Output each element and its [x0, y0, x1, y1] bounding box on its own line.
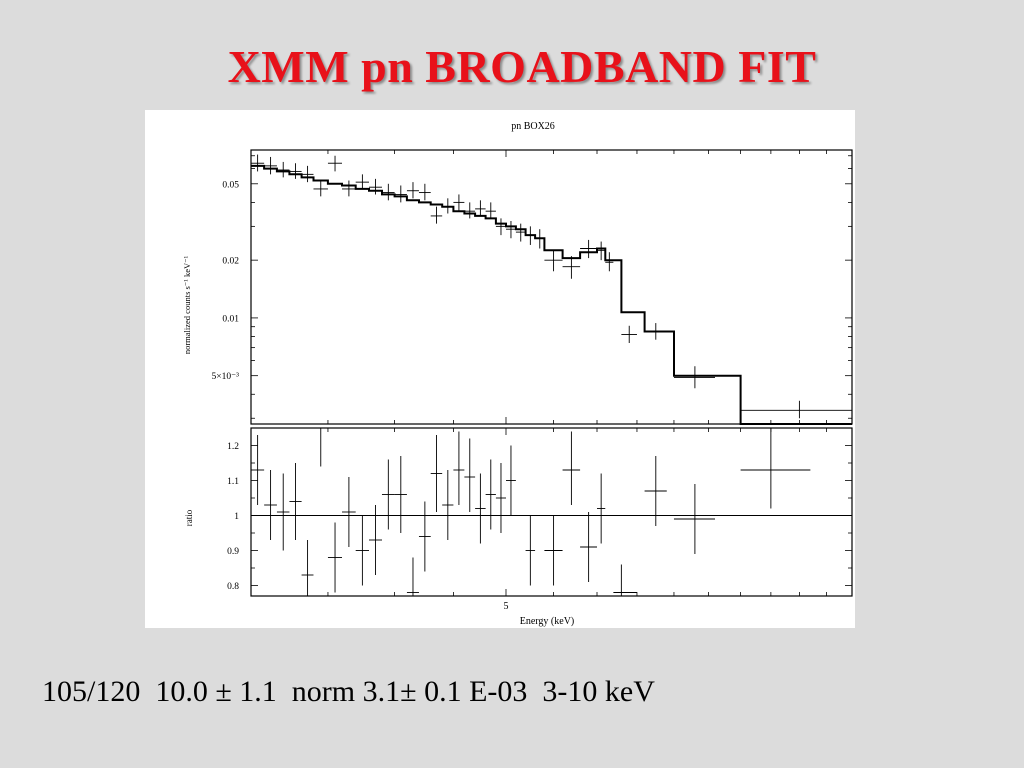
fit-caption: 105/120 10.0 ± 1.1 norm 3.1± 0.1 E-03 3-…	[42, 675, 655, 708]
x-axis-label: Energy (keV)	[520, 616, 575, 627]
ratio-y-tick-label: 1	[234, 512, 239, 522]
spectrum-y-tick-label: 0.05	[222, 180, 239, 190]
spectrum-chart: pn BOX26 normalized counts s⁻¹ keV⁻¹ rat…	[182, 121, 853, 627]
model-step-line	[251, 164, 852, 425]
ratio-y-tick-label: 1.1	[227, 477, 239, 487]
ratio-plot-frame	[250, 427, 853, 597]
x-tick-label: 5	[503, 601, 508, 612]
spectrum-y-tick-label: 0.01	[222, 314, 239, 324]
chart-title: pn BOX26	[511, 121, 555, 132]
spectrum-ylabel: normalized counts s⁻¹ keV⁻¹	[182, 255, 192, 354]
slide-title: XMM pn BROADBAND FIT	[227, 41, 817, 92]
spectrum-plot-frame	[250, 149, 853, 425]
spectrum-figure: pn BOX26 normalized counts s⁻¹ keV⁻¹ rat…	[145, 110, 855, 628]
ratio-y-tick-label: 0.9	[227, 547, 239, 557]
ratio-y-tick-label: 0.8	[227, 582, 239, 592]
ratio-y-tick-label: 1.2	[227, 442, 239, 452]
spectrum-y-tick-label: 5×10⁻³	[212, 372, 240, 382]
spectrum-y-tick-label: 0.02	[222, 257, 239, 267]
ratio-ylabel: ratio	[184, 509, 194, 526]
